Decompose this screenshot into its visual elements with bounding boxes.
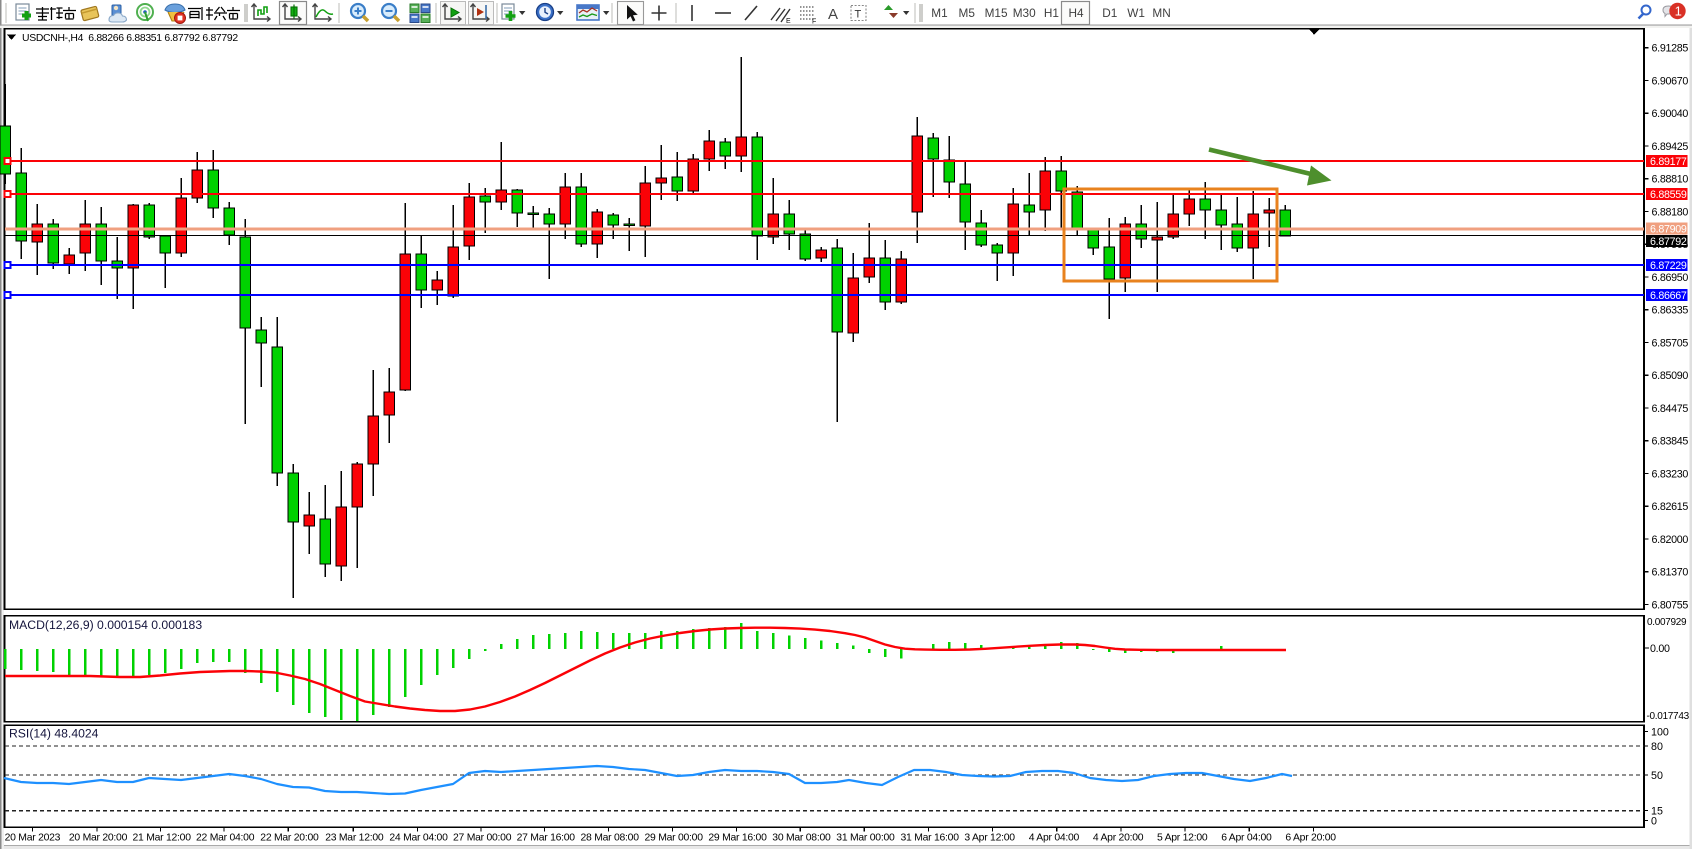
svg-text:6.89425: 6.89425 [1652, 141, 1689, 153]
svg-text:T: T [855, 9, 862, 21]
svg-text:W1: W1 [1127, 6, 1145, 20]
svg-text:6.89177: 6.89177 [1650, 156, 1687, 168]
svg-text:6.82000: 6.82000 [1652, 534, 1689, 546]
svg-text:USDCNH-,H4 6.88266 6.88351 6.: USDCNH-,H4 6.88266 6.88351 6.87792 6.877… [22, 33, 238, 44]
svg-text:1: 1 [1675, 4, 1682, 19]
svg-text:6.86950: 6.86950 [1652, 272, 1689, 284]
svg-text:22 Mar 04:00: 22 Mar 04:00 [196, 833, 255, 844]
svg-text:A: A [828, 6, 838, 23]
svg-text:0.00: 0.00 [1650, 643, 1670, 655]
svg-text:6.80755: 6.80755 [1652, 599, 1689, 611]
svg-text:M15: M15 [985, 6, 1008, 20]
svg-text:4 Apr 04:00: 4 Apr 04:00 [1029, 833, 1080, 844]
svg-text:6.91285: 6.91285 [1652, 43, 1689, 55]
svg-text:RSI(14) 48.4024: RSI(14) 48.4024 [9, 727, 99, 741]
svg-text:6.82615: 6.82615 [1652, 501, 1689, 513]
svg-text:6 Apr 04:00: 6 Apr 04:00 [1221, 833, 1272, 844]
svg-text:20 Mar 2023: 20 Mar 2023 [5, 833, 61, 844]
svg-text:15: 15 [1651, 806, 1663, 818]
svg-text:6.86335: 6.86335 [1652, 305, 1689, 317]
svg-text:0: 0 [1651, 816, 1657, 828]
svg-text:23 Mar 12:00: 23 Mar 12:00 [325, 833, 384, 844]
svg-text:6.87229: 6.87229 [1650, 260, 1687, 272]
svg-text:27 Mar 00:00: 27 Mar 00:00 [453, 833, 512, 844]
svg-text:21 Mar 12:00: 21 Mar 12:00 [133, 833, 192, 844]
svg-text:6.90670: 6.90670 [1652, 75, 1689, 87]
svg-text:22 Mar 20:00: 22 Mar 20:00 [260, 833, 319, 844]
svg-text:3 Apr 12:00: 3 Apr 12:00 [964, 833, 1015, 844]
svg-text:H1: H1 [1044, 6, 1059, 20]
svg-text:H4: H4 [1069, 6, 1085, 20]
svg-text:6.88180: 6.88180 [1652, 206, 1689, 218]
svg-text:28 Mar 08:00: 28 Mar 08:00 [581, 833, 640, 844]
svg-text:6.85705: 6.85705 [1652, 337, 1689, 349]
svg-text:20 Mar 20:00: 20 Mar 20:00 [69, 833, 128, 844]
svg-text:31 Mar 00:00: 31 Mar 00:00 [836, 833, 895, 844]
svg-text:6.81370: 6.81370 [1652, 567, 1689, 579]
svg-text:6.86667: 6.86667 [1650, 290, 1687, 302]
svg-text:M30: M30 [1013, 6, 1036, 20]
svg-text:E: E [786, 18, 791, 25]
svg-text:6.90040: 6.90040 [1652, 108, 1689, 120]
svg-text:MACD(12,26,9) 0.000154 0.00018: MACD(12,26,9) 0.000154 0.000183 [9, 618, 202, 632]
svg-text:6.88810: 6.88810 [1652, 174, 1689, 186]
svg-text:MN: MN [1152, 6, 1170, 20]
svg-text:50: 50 [1651, 770, 1663, 782]
svg-text:24 Mar 04:00: 24 Mar 04:00 [389, 833, 448, 844]
svg-text:5 Apr 12:00: 5 Apr 12:00 [1157, 833, 1208, 844]
svg-text:M1: M1 [931, 6, 947, 20]
svg-text:6.85090: 6.85090 [1652, 370, 1689, 382]
svg-text:6.87909: 6.87909 [1650, 224, 1687, 236]
svg-text:F: F [812, 19, 816, 26]
svg-text:6.83230: 6.83230 [1652, 468, 1689, 480]
svg-text:M5: M5 [959, 6, 976, 20]
svg-text:100: 100 [1651, 727, 1669, 739]
svg-text:6.84475: 6.84475 [1652, 403, 1689, 415]
svg-text:D1: D1 [1102, 6, 1117, 20]
svg-text:30 Mar 08:00: 30 Mar 08:00 [772, 833, 831, 844]
svg-text:29 Mar 00:00: 29 Mar 00:00 [645, 833, 704, 844]
svg-text:-0.017743: -0.017743 [1647, 711, 1690, 722]
svg-text:31 Mar 16:00: 31 Mar 16:00 [901, 833, 960, 844]
svg-text:29 Mar 16:00: 29 Mar 16:00 [708, 833, 767, 844]
svg-text:27 Mar 16:00: 27 Mar 16:00 [517, 833, 576, 844]
svg-text:6.88559: 6.88559 [1650, 189, 1687, 201]
svg-text:0.007929: 0.007929 [1647, 617, 1687, 628]
svg-text:80: 80 [1651, 741, 1663, 753]
svg-text:6.87792: 6.87792 [1650, 236, 1687, 248]
svg-text:6.83845: 6.83845 [1652, 436, 1689, 448]
svg-text:4 Apr 20:00: 4 Apr 20:00 [1093, 833, 1144, 844]
svg-text:6 Apr 20:00: 6 Apr 20:00 [1285, 833, 1336, 844]
